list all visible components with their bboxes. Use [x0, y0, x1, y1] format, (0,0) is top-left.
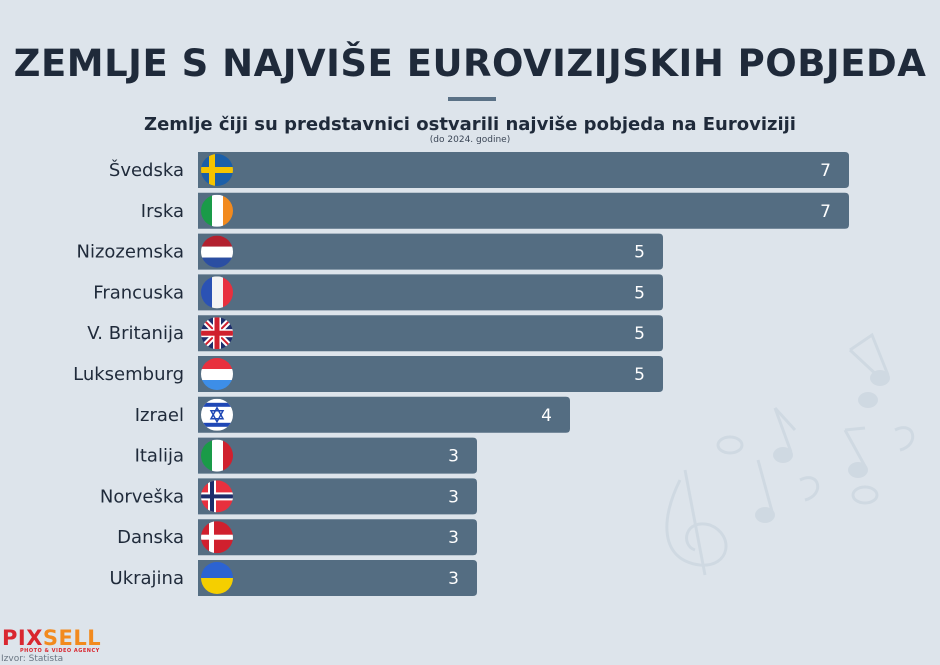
category-label: Francuska [93, 282, 184, 303]
chart-title: ZEMLJE S NAJVIŠE EUROVIZIJSKIH POBJEDA [13, 42, 927, 85]
bar [198, 396, 570, 433]
norway-flag-icon [201, 480, 233, 513]
denmark-flag-icon [201, 521, 233, 554]
value-label: 4 [541, 406, 552, 426]
value-label: 5 [634, 365, 645, 385]
bar-group: Irska 7 [141, 192, 849, 229]
chart-note: (do 2024. godine) [429, 135, 511, 145]
value-label: 5 [634, 243, 645, 263]
bar [198, 356, 663, 392]
uk-flag-icon [201, 317, 233, 350]
value-label: 5 [634, 324, 645, 344]
pixsell-logo: PIXSELL [2, 628, 101, 649]
bar-group: Italija 3 [135, 437, 477, 474]
israel-flag-icon [201, 398, 233, 431]
value-label: 3 [448, 447, 459, 467]
bar-group: Luksemburg 5 [73, 356, 663, 392]
bar [198, 233, 663, 270]
category-label: Nizozemska [77, 242, 185, 263]
category-label: Italija [135, 446, 184, 467]
logo-tagline: PHOTO & VIDEO AGENCY [20, 648, 100, 654]
category-label: Ukrajina [110, 568, 184, 589]
value-label: 7 [820, 202, 831, 222]
category-label: Danska [117, 527, 184, 548]
value-label: 3 [448, 569, 459, 589]
value-label: 3 [448, 487, 459, 507]
netherlands-flag-icon [201, 235, 233, 268]
category-label: Švedska [109, 159, 184, 181]
sweden-flag-icon [201, 154, 233, 186]
value-label: 5 [634, 283, 645, 303]
music-notes-decoration [665, 332, 915, 576]
bar-group: Ukrajina 3 [110, 560, 477, 596]
ukraine-flag-icon [201, 562, 233, 594]
france-flag-icon [201, 276, 233, 309]
bar [198, 152, 849, 188]
bar [198, 315, 663, 352]
logo-text-sell: SELL [42, 626, 102, 650]
bar-group: Nizozemska 5 [77, 233, 663, 270]
category-label: V. Britanija [87, 323, 184, 344]
bar-group: Švedska 7 [109, 152, 849, 188]
bar [198, 519, 477, 556]
category-label: Norveška [100, 486, 184, 507]
chart-subtitle: Zemlje čiji su predstavnici ostvarili na… [144, 114, 796, 135]
category-label: Irska [141, 201, 184, 222]
category-label: Luksemburg [73, 364, 184, 385]
bar-group: Francuska 5 [93, 274, 663, 311]
bar [198, 274, 663, 311]
bar [198, 560, 477, 596]
bar-group: Izrael 4 [135, 396, 570, 433]
logo-text-pix: PIX [2, 626, 43, 650]
title-divider [448, 97, 496, 101]
value-label: 3 [448, 528, 459, 548]
luxembourg-flag-icon [201, 358, 233, 390]
bar [198, 192, 849, 229]
bar [198, 437, 477, 474]
bar [198, 478, 477, 515]
bar-group: Norveška 3 [100, 478, 477, 515]
value-label: 7 [820, 161, 831, 181]
category-label: Izrael [135, 405, 184, 426]
source-label: Izvor: Statista [1, 654, 64, 664]
bar-group: V. Britanija 5 [87, 315, 663, 352]
bar-group: Danska 3 [117, 519, 477, 556]
ireland-flag-icon [201, 194, 233, 227]
italy-flag-icon [201, 439, 233, 472]
